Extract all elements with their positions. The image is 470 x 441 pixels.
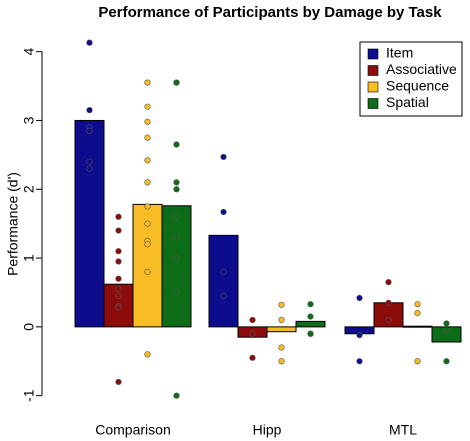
data-point [278,301,285,308]
bar [208,234,239,328]
data-point [443,327,450,334]
data-point [144,179,151,186]
x-tick-label: Comparison [95,422,170,438]
data-point [144,79,151,86]
data-point [385,299,392,306]
data-point [86,158,93,165]
legend-label: Spatial [386,94,429,110]
y-tick-label: 3 [21,116,37,124]
data-point [173,79,180,86]
chart-title: Performance of Participants by Damage by… [98,4,442,21]
data-point [443,358,450,365]
data-point [115,275,122,282]
data-point [278,344,285,351]
data-point [144,351,151,358]
data-point [356,358,363,365]
data-point [86,165,93,172]
bar [295,320,326,328]
bar [431,326,462,343]
data-point [220,208,227,216]
legend-swatch [367,65,379,76]
data-point [278,316,285,324]
bar [402,325,433,328]
data-point [173,254,180,262]
data-point [173,186,180,193]
bar [266,326,297,333]
data-point [249,354,256,361]
data-point [86,107,93,114]
data-point [86,127,93,134]
x-tick-label: MTL [389,422,417,438]
data-point [278,358,285,365]
legend-label: Associative [386,61,457,77]
data-point [144,134,151,141]
y-tick-label: 0 [21,323,37,331]
legend-swatch [367,48,379,60]
legend-swatch [367,81,379,93]
data-point [144,268,151,275]
data-point [144,118,151,125]
data-point [220,153,227,161]
data-point [115,292,122,300]
data-point [86,39,93,46]
data-point [414,310,421,317]
data-point [385,316,392,324]
data-point [173,234,180,241]
data-point [173,289,180,296]
data-point [173,213,180,220]
data-point [173,392,180,399]
data-point [144,157,151,164]
data-point [173,141,180,148]
data-point [173,179,180,186]
data-point [414,301,421,308]
bar [373,302,404,328]
data-point [356,332,363,339]
data-point [144,103,151,110]
data-point [115,227,122,234]
data-point [220,268,227,275]
bar [161,205,192,328]
legend-label: Sequence [386,78,449,94]
data-point [307,301,314,308]
data-point [115,213,122,220]
bar [74,119,105,328]
data-point [144,241,151,248]
y-tick-label: 1 [21,254,37,262]
data-point [115,285,122,293]
data-point [115,304,122,311]
data-point [115,258,122,265]
legend-label: Item [386,45,413,61]
data-point [115,378,122,386]
data-point [249,330,256,337]
data-point [220,292,227,300]
data-point [443,320,450,327]
data-point [414,358,421,365]
data-point [356,294,363,302]
data-point [249,316,256,324]
data-point [307,313,314,320]
y-tick-label: 4 [21,48,37,56]
y-tick-label: -1 [21,389,37,402]
data-point [307,330,314,337]
data-point [115,248,122,255]
data-point [385,279,392,286]
data-point [144,220,151,227]
legend-swatch [367,98,379,109]
y-axis-label: Performance (d') [5,172,21,276]
x-tick-label: Hipp [253,422,282,438]
y-tick-label: 2 [21,185,37,193]
data-point [144,203,151,210]
